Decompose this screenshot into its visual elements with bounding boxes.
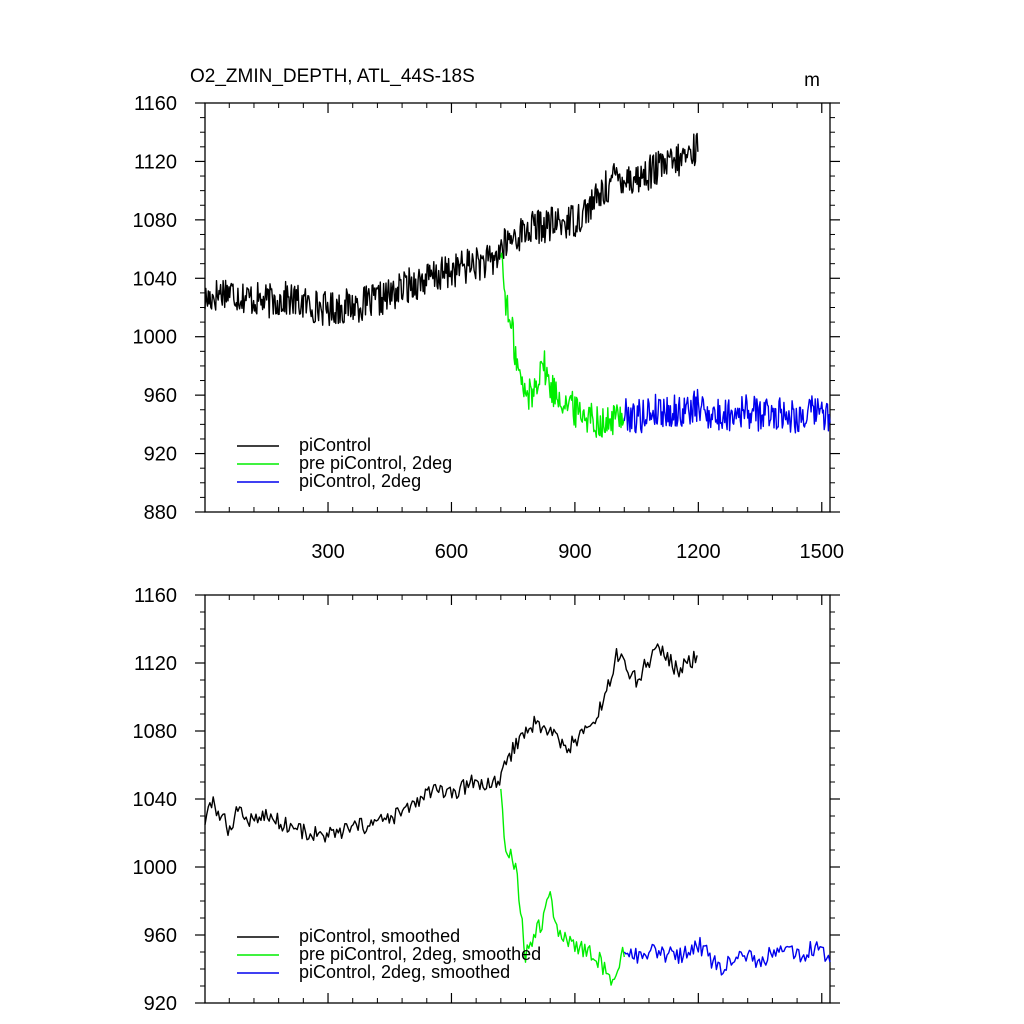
y-tick-label: 1000	[133, 857, 178, 879]
x-tick-label: 1200	[676, 541, 721, 563]
y-tick-label: 1000	[133, 327, 178, 349]
x-tick-label: 600	[435, 541, 468, 563]
legend-label: pre piControl, 2deg	[299, 453, 452, 473]
y-tick-label: 920	[144, 444, 177, 466]
y-tick-label: 1160	[134, 93, 177, 115]
raw-panel: 300 600 900 1200 1500 880 920 960 1000 1040 1080 11…	[133, 93, 845, 563]
x-tick-label: 1500	[800, 541, 845, 563]
series-line	[204, 132, 699, 327]
series-line	[204, 643, 698, 843]
legend-label: pre piControl, 2deg, smoothed	[299, 944, 541, 964]
series-line	[500, 252, 625, 438]
smoothed-panel: 920 960 1000 1040 1080 1120 1160 piControl, smo…	[133, 585, 840, 1015]
y-tick-label: 1120	[134, 151, 177, 173]
series-line	[623, 388, 831, 434]
y-tick-label: 960	[144, 385, 177, 407]
y-tick-label: 1040	[133, 789, 178, 811]
y-tick-label: 920	[144, 993, 177, 1015]
x-tick-label: 300	[311, 541, 344, 563]
y-tick-label: 1080	[133, 210, 178, 232]
y-tick-label: 1080	[133, 721, 178, 743]
y-tick-label: 880	[144, 502, 177, 524]
y-tick-label: 960	[144, 925, 177, 947]
x-tick-label: 900	[558, 541, 591, 563]
y-tick-label: 1040	[133, 268, 178, 290]
legend-label: piControl, 2deg	[299, 471, 421, 491]
y-tick-label: 1120	[134, 653, 177, 675]
plot-title: O2_ZMIN_DEPTH, ATL_44S-18S	[190, 66, 475, 87]
units-label: m	[804, 70, 820, 91]
y-tick-label: 1160	[134, 585, 177, 607]
legend-label: piControl, smoothed	[299, 926, 460, 946]
legend-label: piControl, 2deg, smoothed	[299, 962, 510, 982]
series-line	[623, 936, 831, 976]
series-line	[500, 788, 625, 986]
legend-label: piControl	[299, 435, 371, 455]
